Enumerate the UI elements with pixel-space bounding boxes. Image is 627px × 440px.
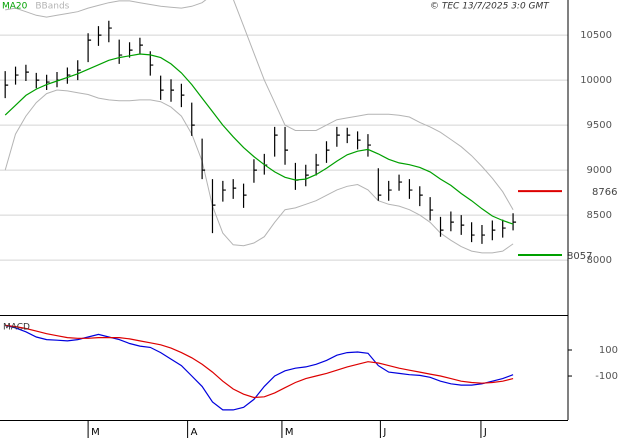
price-bar: [367, 134, 371, 157]
price-bar: [315, 153, 320, 176]
source: © TEC 13/7/2025 3:0 GMT: [430, 2, 550, 12]
macd-line: [5, 324, 514, 411]
price-bar: [201, 138, 206, 180]
price-bar: [118, 39, 123, 64]
macd-panel: [5, 324, 514, 411]
price-bar: [284, 126, 289, 165]
x-tick-label: J: [382, 427, 386, 438]
price-bar: [160, 75, 164, 100]
price-bar: [222, 180, 226, 202]
band-upper: [5, 0, 514, 210]
level-label: 8766: [592, 187, 617, 198]
price-bar: [398, 174, 403, 191]
price-bar: [263, 153, 268, 175]
price-bar: [346, 127, 351, 144]
price-bar: [481, 225, 485, 244]
y-tick-label: 9500: [587, 120, 612, 131]
price-bar: [325, 141, 330, 163]
price-bar: [419, 186, 423, 207]
price-bar: [46, 74, 50, 90]
y-tick-label: 9000: [587, 165, 612, 176]
price-bar: [191, 102, 195, 136]
y-tick-label: 100: [599, 345, 618, 356]
price-bar: [408, 179, 413, 199]
price-bar: [77, 60, 81, 81]
price-bar: [232, 179, 237, 199]
price-bar: [4, 71, 9, 99]
price-bar: [87, 33, 92, 63]
price-bar: [471, 222, 475, 243]
price-bar: [502, 219, 506, 238]
level-label: 8057: [567, 251, 592, 262]
price-bar: [356, 131, 361, 150]
y-tick-label: -100: [595, 371, 618, 382]
price-bar: [439, 216, 444, 237]
price-bar: [35, 72, 40, 89]
price-bar: [388, 180, 392, 201]
price-bar: [460, 215, 465, 235]
price-bar: [66, 67, 71, 84]
price-bar: [377, 168, 382, 201]
y-tick-label: 8500: [587, 210, 612, 221]
y-tick-label: 8000: [587, 255, 612, 266]
price-bar: [305, 164, 309, 187]
price-bar: [450, 211, 454, 232]
price-panel: [0, 0, 568, 261]
x-tick-label: M: [285, 427, 294, 438]
band-lower: [4, 89, 514, 254]
price-bar: [128, 42, 133, 58]
price-bar: [491, 220, 496, 241]
price-bar: [139, 37, 143, 54]
price-bar: [294, 162, 299, 190]
x-tick-label: M: [91, 427, 100, 438]
price-bar: [211, 179, 216, 234]
macd-line: [5, 324, 514, 399]
price-bar: [170, 79, 175, 102]
x-tick-label: J: [483, 427, 487, 438]
price-bar: [108, 20, 112, 43]
y-tick-label: 10000: [580, 75, 612, 86]
price-bar: [242, 183, 247, 208]
y-tick-label: 10500: [580, 30, 612, 41]
price-bar: [429, 197, 434, 221]
price-bar: [336, 126, 340, 147]
price-bar: [14, 66, 19, 85]
price-bar: [253, 159, 257, 183]
x-tick-label: A: [191, 427, 198, 438]
price-bar: [274, 126, 278, 157]
price-bar: [180, 83, 185, 108]
price-bar: [97, 26, 102, 46]
legend-entry: BBands: [35, 2, 69, 12]
legend-entry: MA20: [2, 2, 28, 12]
price-bar: [512, 213, 517, 231]
ma-line: [4, 53, 514, 225]
panel-title: MACD: [3, 323, 30, 333]
price-bar: [25, 64, 29, 81]
